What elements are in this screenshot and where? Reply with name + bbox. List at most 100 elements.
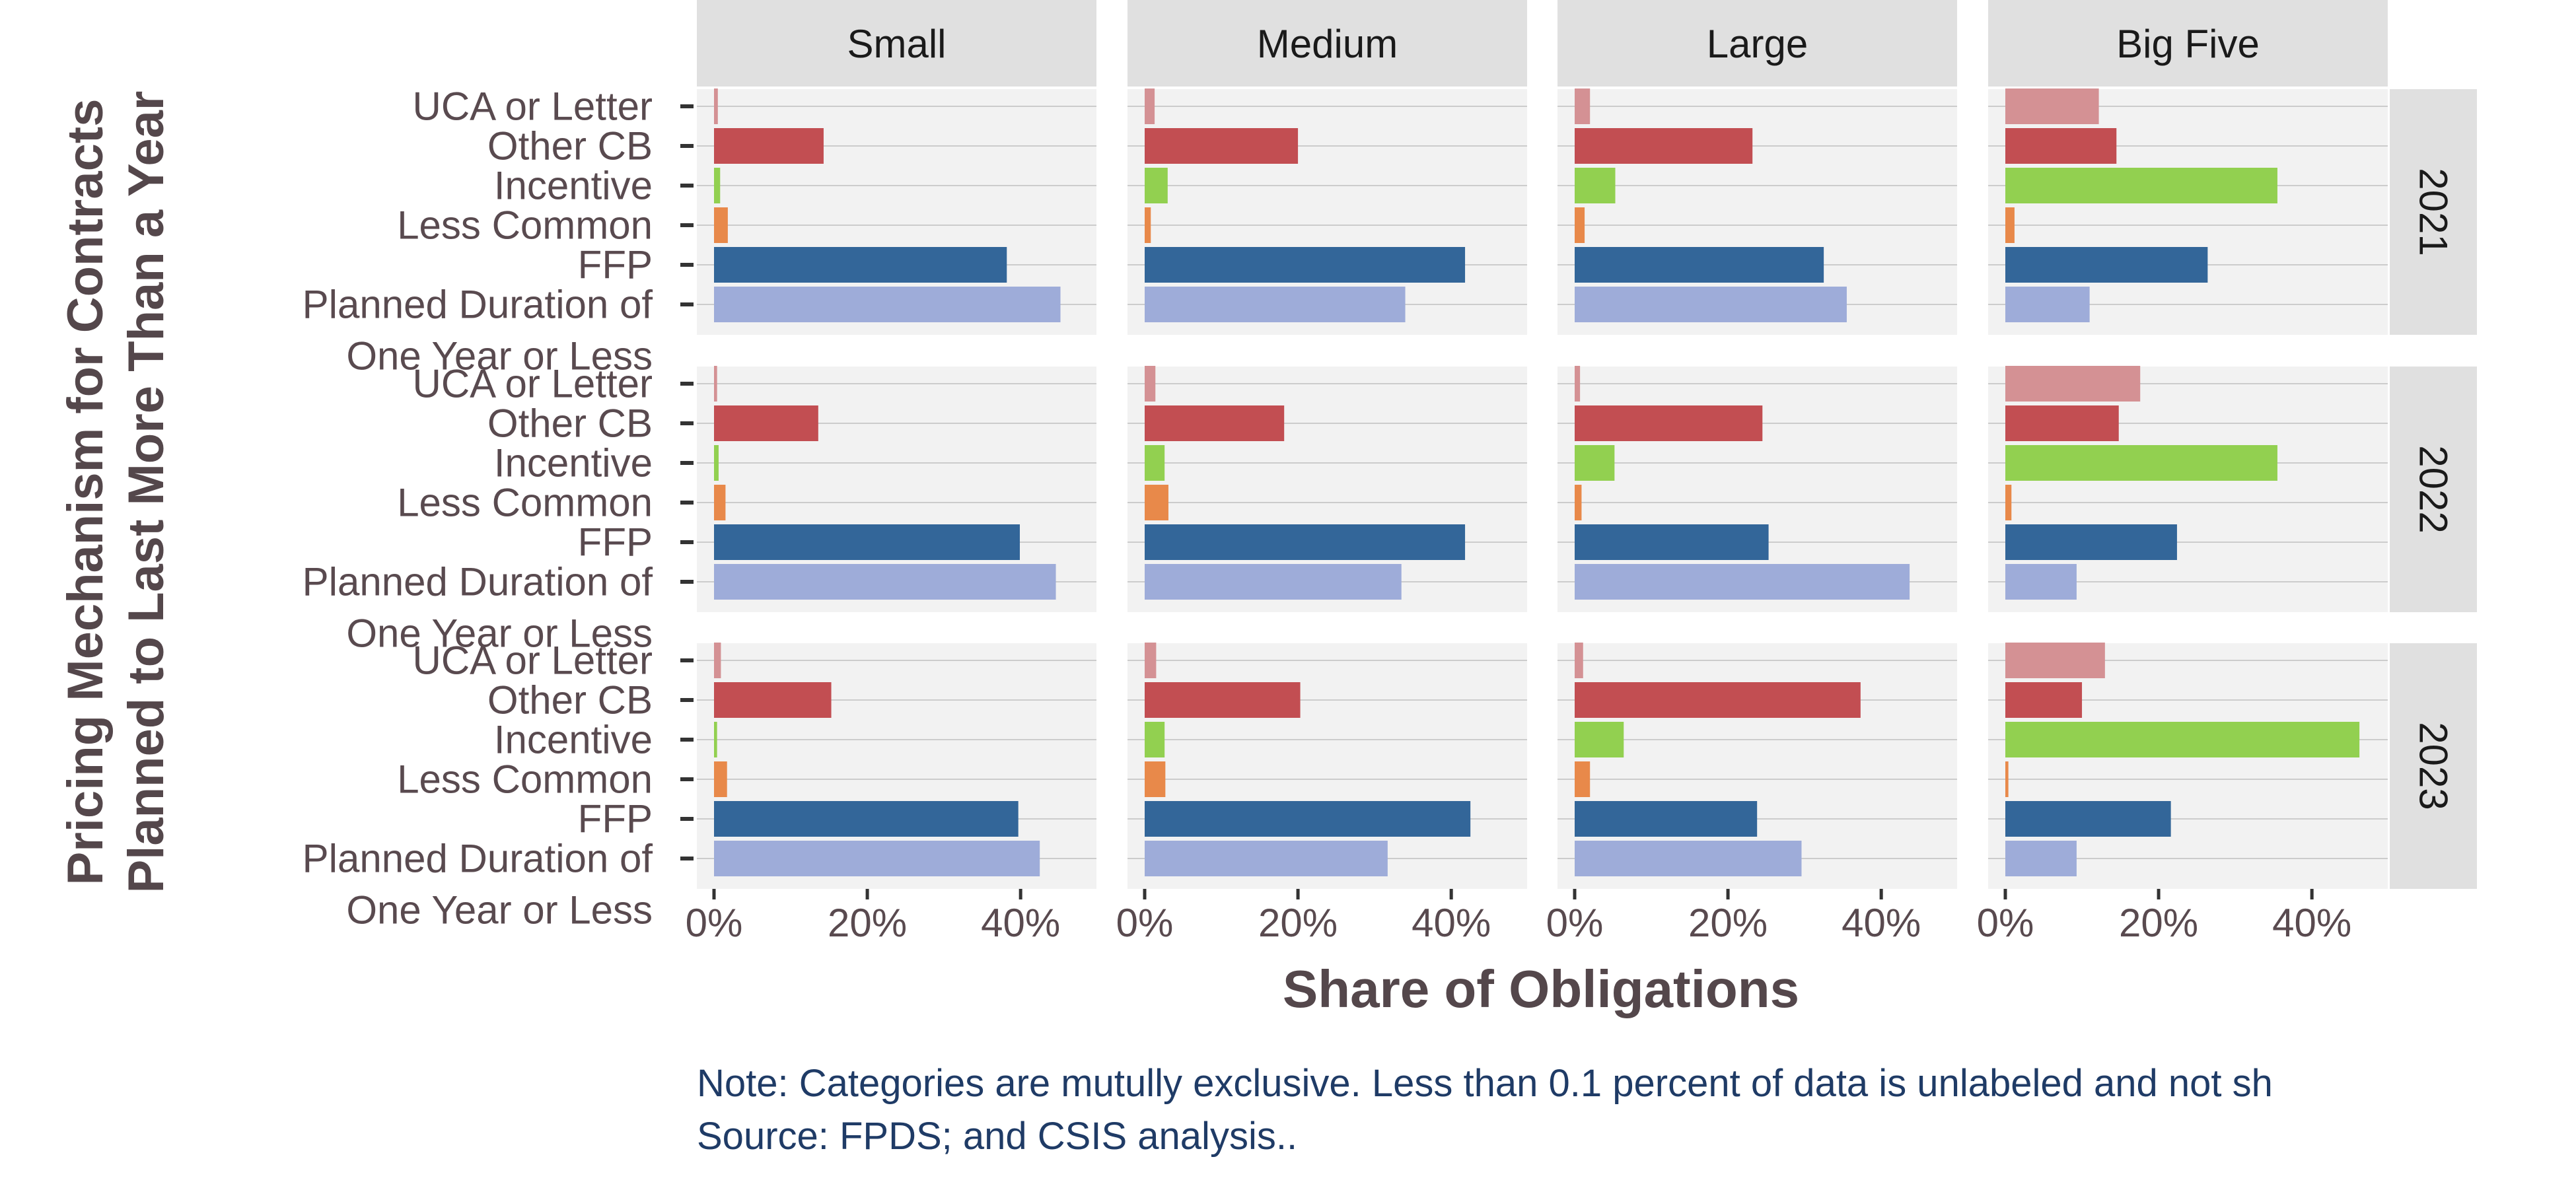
y-tick-label: Other CB (487, 678, 653, 722)
bar (1145, 682, 1301, 718)
y-tick-label: UCA or Letter (413, 362, 653, 406)
bar (1575, 801, 1758, 837)
bar (2005, 405, 2119, 441)
source-text: Source: FPDS; and CSIS analysis.. (697, 1115, 1297, 1158)
y-tick-label: Less Common (397, 203, 653, 248)
bar (1145, 128, 1299, 164)
facet-column-label: Big Five (2116, 22, 2260, 66)
x-tick-label: 40% (1412, 901, 1491, 945)
facet-row-label: 2021 (2412, 168, 2456, 256)
bar (1145, 405, 1285, 441)
x-tick-label: 0% (686, 901, 743, 945)
bar (1575, 207, 1585, 243)
bar (2005, 88, 2099, 124)
bar (1145, 564, 1402, 600)
y-axis-title-line: Planned to Last More Than a Year (118, 91, 174, 894)
bar (714, 761, 727, 797)
facet-strip-0 (697, 0, 1096, 87)
bar (2005, 247, 2208, 283)
y-tick-label: Planned Duration of (303, 837, 653, 881)
bar (1145, 445, 1165, 481)
x-tick-label: 20% (1258, 901, 1338, 945)
bar (714, 485, 726, 520)
y-tick-label: Less Common (397, 757, 653, 802)
y-tick-label-continuation: One Year or Less (346, 612, 653, 656)
bar (1145, 761, 1166, 797)
x-tick-label: 20% (2119, 901, 2198, 945)
bar (2005, 485, 2012, 520)
bar (714, 287, 1061, 322)
bar (1145, 841, 1388, 876)
bar (2005, 801, 2171, 837)
y-tick-label: Incentive (494, 718, 653, 762)
bar (2005, 682, 2083, 718)
y-tick-label: FFP (578, 520, 653, 565)
facet-row-label: 2022 (2412, 445, 2456, 533)
y-tick-label: Other CB (487, 402, 653, 446)
y-tick-label: Other CB (487, 124, 653, 168)
bar (1575, 564, 1910, 600)
x-tick-label: 0% (1977, 901, 2034, 945)
y-tick-label-continuation: One Year or Less (346, 888, 653, 932)
bar (2005, 722, 2360, 757)
bar (2005, 524, 2177, 560)
bar (714, 88, 718, 124)
bar (2005, 366, 2141, 402)
bar (1575, 247, 1824, 283)
bar (1575, 722, 1624, 757)
facet-column-label: Medium (1257, 22, 1398, 66)
bar (2005, 761, 2009, 797)
bar (714, 128, 824, 164)
x-tick-label: 20% (1688, 901, 1768, 945)
x-tick-label: 40% (981, 901, 1060, 945)
facet-row-label: 2023 (2412, 722, 2456, 810)
bar (714, 445, 719, 481)
facet-row-strip-0 (2390, 89, 2477, 335)
y-axis-title: Pricing Mechanism for ContractsPlanned t… (57, 91, 174, 894)
bar (1145, 643, 1157, 678)
y-tick-label: Incentive (494, 164, 653, 208)
bar (1575, 485, 1582, 520)
bar (714, 841, 1040, 876)
x-axis-title: Share of Obligations (1283, 960, 1799, 1018)
bar (1145, 207, 1151, 243)
bar (1145, 247, 1466, 283)
bar (1575, 524, 1769, 560)
bar (1575, 128, 1753, 164)
y-tick-label-continuation: One Year or Less (346, 334, 653, 378)
x-tick-label: 40% (1842, 901, 1921, 945)
bar (714, 207, 728, 243)
bar (714, 801, 1019, 837)
bar (714, 643, 721, 678)
bar (714, 524, 1020, 560)
y-tick-label: UCA or Letter (413, 639, 653, 683)
x-tick-label: 20% (828, 901, 907, 945)
bar (1145, 168, 1168, 203)
bar (714, 564, 1056, 600)
bar (714, 247, 1007, 283)
facet-column-label: Small (847, 22, 946, 66)
bar (2005, 564, 2077, 600)
facet-strip-3 (1988, 0, 2388, 87)
bar (714, 168, 721, 203)
facet-row-strip-2 (2390, 643, 2477, 889)
bar (1575, 761, 1591, 797)
x-tick-label: 40% (2272, 901, 2351, 945)
bar (714, 682, 832, 718)
bar (1145, 88, 1155, 124)
y-tick-label: Incentive (494, 441, 653, 485)
y-tick-label: FFP (578, 797, 653, 841)
facet-row-strip-1 (2390, 367, 2477, 612)
bar (1575, 643, 1583, 678)
facet-strip-1 (1127, 0, 1527, 87)
bar (2005, 207, 2015, 243)
bar (2005, 841, 2077, 876)
bar (1575, 841, 1802, 876)
bar (1575, 445, 1615, 481)
facet-strip-2 (1557, 0, 1957, 87)
y-tick-label: UCA or Letter (413, 85, 653, 129)
y-tick-label: Planned Duration of (303, 283, 653, 327)
note-text: Note: Categories are mutully exclusive. … (697, 1062, 2273, 1105)
bar (2005, 287, 2090, 322)
